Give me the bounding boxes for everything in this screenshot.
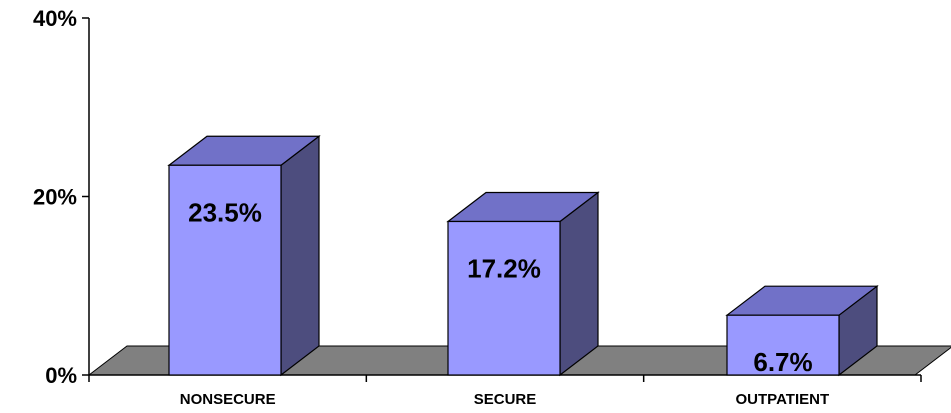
bar-nonsecure	[167, 135, 321, 377]
y-tick-label: 40%	[33, 6, 77, 31]
data-label: 17.2%	[467, 253, 541, 283]
data-label: 23.5%	[188, 197, 262, 227]
bar-front-face	[726, 314, 840, 376]
x-category-label: SECURE	[474, 391, 537, 408]
bar-outpatient	[725, 284, 879, 377]
bar-secure	[446, 191, 600, 377]
y-tick-label: 20%	[33, 185, 77, 210]
bar-front-face	[447, 220, 561, 376]
bar-side-face	[559, 191, 599, 377]
bar-side-face	[280, 135, 320, 377]
chart-labels: 23.5% NONSECURE 17.2% SECURE 6.7% OUTPATIENT	[180, 197, 829, 408]
chart-bars	[167, 135, 879, 377]
x-category-label: NONSECURE	[180, 391, 276, 408]
data-label: 6.7%	[753, 347, 812, 377]
bar-front-face	[168, 164, 282, 376]
y-tick-label: 0%	[45, 363, 77, 388]
x-category-label: OUTPATIENT	[736, 391, 830, 408]
